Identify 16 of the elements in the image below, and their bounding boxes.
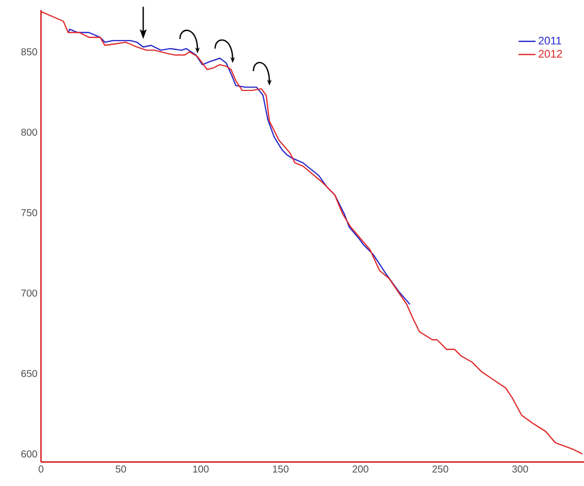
- y-tick-label: 600: [21, 450, 38, 458]
- y-tick-label: 800: [21, 128, 38, 136]
- x-tick-label: 200: [352, 466, 368, 473]
- x-tick-label: 50: [116, 466, 126, 473]
- x-tick-label: 100: [193, 466, 209, 473]
- y-tick-label: 750: [21, 209, 38, 216]
- legend-label: 2011: [538, 36, 562, 45]
- y-tick-label: 700: [21, 290, 38, 297]
- x-tick-label: 150: [273, 466, 288, 473]
- legend-label: 2012: [538, 50, 562, 58]
- x-tick-label: 300: [512, 466, 528, 473]
- line-series: [40, 11, 584, 455]
- x-tick-label: 0: [38, 466, 44, 473]
- y-tick-label: 650: [21, 370, 38, 378]
- x-tick-label: 250: [432, 466, 448, 473]
- y-tick-label: 850: [21, 48, 38, 56]
